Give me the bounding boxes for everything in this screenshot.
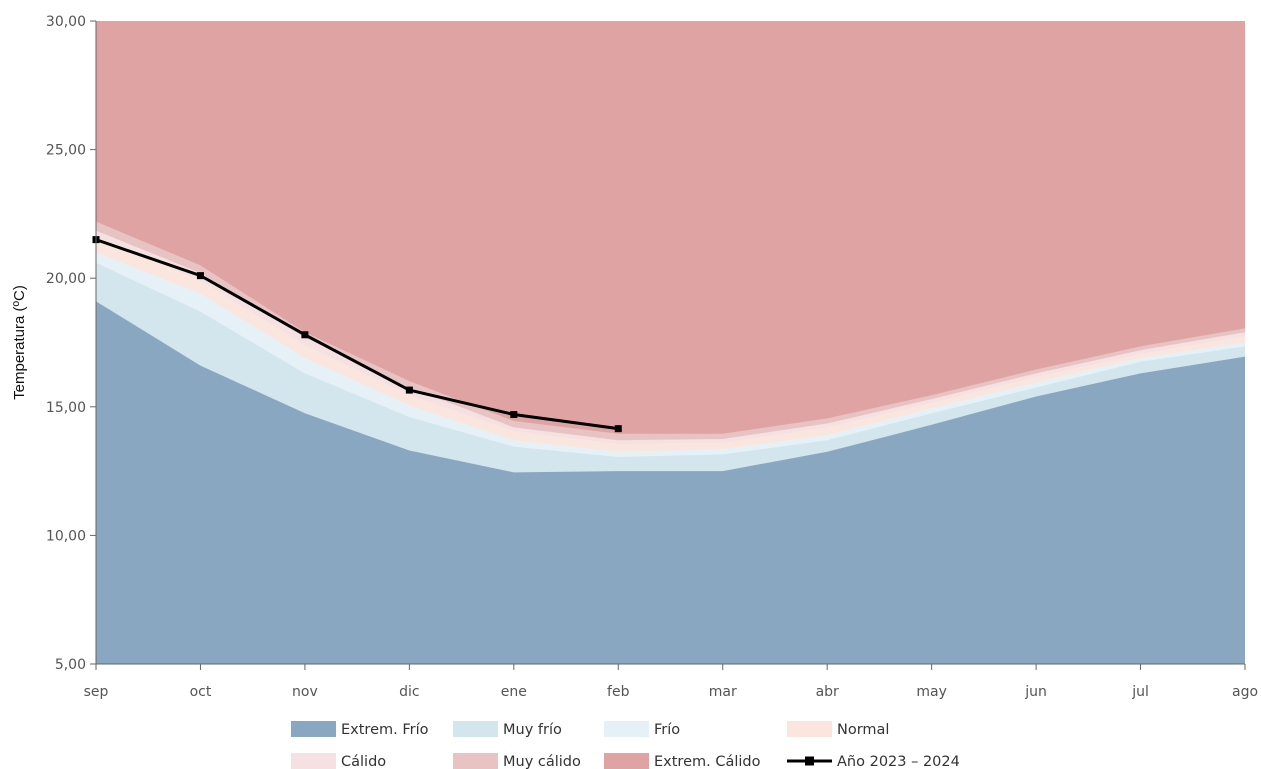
x-tick-label: ene [501, 684, 527, 700]
x-tick-label: sep [84, 684, 109, 700]
x-tick-label: ago [1232, 684, 1258, 700]
legend-swatch-calido [291, 753, 336, 769]
y-tick-label: 25,00 [46, 143, 86, 159]
legend-label-extrem-frio: Extrem. Frío [341, 722, 429, 738]
legend-label-calido: Cálido [341, 754, 386, 769]
legend-swatch-normal [787, 721, 832, 737]
series-point [301, 331, 309, 339]
series-point [405, 386, 413, 394]
legend-swatch-muy-calido [453, 753, 498, 769]
series-point [614, 425, 622, 433]
legend-swatch-extrem-calido [604, 753, 649, 769]
series-line-ano-2023-2024 [95, 238, 619, 431]
x-tick-label: dic [399, 684, 419, 700]
y-tick-label: 5,00 [55, 657, 86, 673]
legend: Extrem. Frío Muy frío Frío Normal Cálido Muy … [291, 721, 960, 769]
axes: 5,00 10,00 15,00 20,00 25,00 30,00 sep oct nov di… [11, 14, 1258, 700]
band-areas [96, 21, 1245, 665]
y-tick-label: 15,00 [46, 400, 86, 416]
x-tick-label: may [916, 684, 947, 700]
legend-label-normal: Normal [837, 722, 889, 738]
area-extrem-frio [96, 301, 1245, 664]
x-tick-label: jun [1024, 684, 1047, 700]
legend-label-frio: Frío [654, 722, 680, 738]
legend-label-muy-calido: Muy cálido [503, 754, 581, 769]
legend-swatch-frio [604, 721, 649, 737]
legend-label-ano-2023-2024: Año 2023 – 2024 [837, 754, 960, 769]
legend-marker-ano-2023-2024 [805, 756, 814, 766]
legend-label-extrem-calido: Extrem. Cálido [654, 754, 761, 769]
legend-swatch-muy-frio [453, 721, 498, 737]
y-tick-label: 20,00 [46, 271, 86, 287]
x-tick-label: oct [190, 684, 212, 700]
x-tick-label: feb [607, 684, 630, 700]
series-point [510, 411, 518, 419]
legend-swatch-extrem-frio [291, 721, 336, 737]
y-axis-title: Temperatura (ºC) [11, 285, 28, 400]
y-tick-label: 10,00 [46, 528, 86, 544]
x-tick-label: mar [709, 684, 737, 700]
x-tick-label: nov [292, 684, 318, 700]
y-tick-label: 30,00 [46, 14, 86, 30]
series-point [196, 272, 204, 280]
x-tick-label: abr [816, 684, 839, 700]
legend-label-muy-frio: Muy frío [503, 722, 562, 738]
x-tick-label: jul [1131, 684, 1149, 700]
